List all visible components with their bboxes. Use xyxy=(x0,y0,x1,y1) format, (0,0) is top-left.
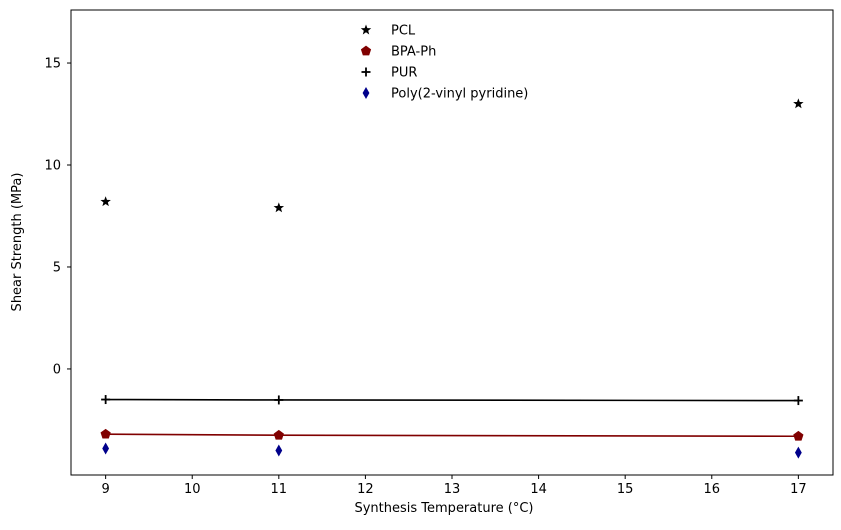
y-tick-label: 0 xyxy=(53,362,61,377)
y-tick-label: 15 xyxy=(44,57,61,72)
y-axis-ticks: 0 5 10 15 xyxy=(44,57,71,377)
legend: PCL BPA-Ph PUR Poly(2-vinyl pyridine) xyxy=(360,24,528,102)
data-point xyxy=(794,446,802,459)
x-tick-label: 11 xyxy=(271,482,288,497)
data-point xyxy=(273,202,285,213)
x-tick-label: 10 xyxy=(184,482,201,497)
data-point xyxy=(102,442,110,455)
series-line xyxy=(105,398,799,402)
legend-label: BPA-Ph xyxy=(391,45,436,60)
data-point xyxy=(793,98,804,109)
x-tick-label: 17 xyxy=(790,482,807,497)
data-point xyxy=(100,196,111,207)
series-poly-2-vinyl-pyridine xyxy=(102,442,802,459)
x-tick-label: 13 xyxy=(444,482,461,497)
series-pur xyxy=(101,395,803,406)
x-tick-label: 14 xyxy=(530,482,547,497)
x-tick-label: 12 xyxy=(357,482,374,497)
legend-item: BPA-Ph xyxy=(360,45,436,60)
legend-marker xyxy=(362,87,370,99)
legend-item: PUR xyxy=(361,66,417,81)
x-tick-label: 16 xyxy=(703,482,720,497)
x-tick-label: 9 xyxy=(101,482,109,497)
legend-item: Poly(2-vinyl pyridine) xyxy=(362,87,528,102)
data-point xyxy=(793,396,803,406)
data-point xyxy=(101,395,111,405)
legend-label: PCL xyxy=(391,24,416,39)
legend-label: Poly(2-vinyl pyridine) xyxy=(391,87,528,102)
data-point xyxy=(275,444,283,457)
y-tick-label: 10 xyxy=(44,159,61,174)
legend-item: PCL xyxy=(360,24,416,39)
legend-marker xyxy=(361,67,371,77)
x-axis-ticks: 9 10 11 12 13 14 15 16 17 xyxy=(101,475,807,497)
series-pcl xyxy=(100,98,804,213)
series-line xyxy=(105,433,799,438)
plot-frame xyxy=(70,9,834,476)
series-layer xyxy=(100,98,804,459)
data-point xyxy=(793,430,804,441)
y-axis-label: Shear Strength (MPa) xyxy=(10,173,25,312)
series-bpa-ph xyxy=(100,428,804,441)
data-point xyxy=(273,429,284,440)
legend-label: PUR xyxy=(391,66,417,81)
x-tick-label: 15 xyxy=(617,482,634,497)
data-point xyxy=(100,428,111,439)
data-point xyxy=(274,395,284,405)
x-axis-label: Synthesis Temperature (°C) xyxy=(354,501,533,516)
y-tick-label: 5 xyxy=(53,260,61,275)
legend-marker xyxy=(360,24,372,35)
legend-marker xyxy=(360,45,372,56)
